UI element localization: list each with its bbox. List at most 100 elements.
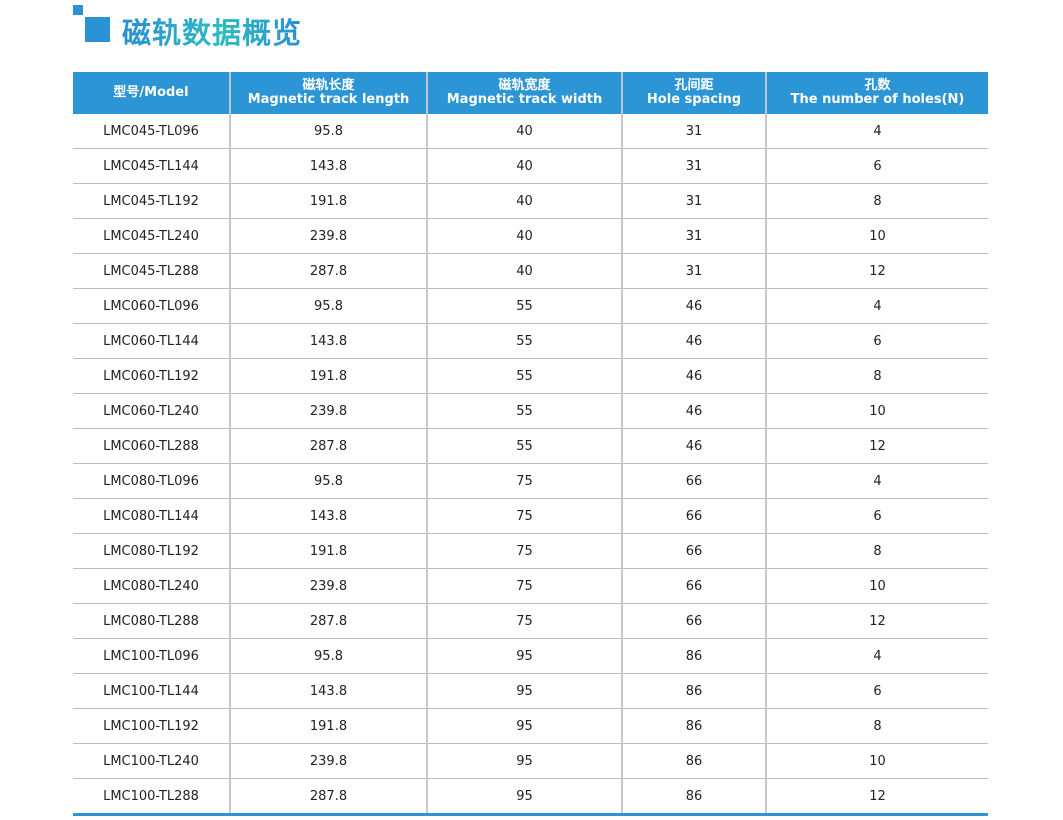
table-cell: 95 <box>426 708 622 744</box>
table-cell: 31 <box>621 183 766 219</box>
table-cell: 55 <box>426 288 622 324</box>
column-header: 磁轨宽度 Magnetic track width <box>426 72 622 114</box>
table-cell: 191.8 <box>229 358 427 394</box>
table-cell: 239.8 <box>229 743 427 779</box>
header-en: Magnetic track length <box>247 92 410 107</box>
table-cell: 46 <box>621 323 766 359</box>
table-cell: 46 <box>621 288 766 324</box>
table-cell: 143.8 <box>229 498 427 534</box>
table-cell: 95.8 <box>229 288 427 324</box>
table-cell: 86 <box>621 708 766 744</box>
table-cell: 55 <box>426 428 622 464</box>
table-row: LMC080-TL144 143.8 75 66 6 <box>73 498 988 534</box>
table-cell: LMC060-TL288 <box>73 428 230 464</box>
table-cell: LMC100-TL192 <box>73 708 230 744</box>
table-cell: 8 <box>765 183 988 219</box>
table-cell: 66 <box>621 533 766 569</box>
table-row: LMC060-TL144 143.8 55 46 6 <box>73 323 988 359</box>
table-row: LMC080-TL240 239.8 75 66 10 <box>73 568 988 604</box>
table-cell: 46 <box>621 393 766 429</box>
table-cell: 46 <box>621 428 766 464</box>
table-cell: 12 <box>765 253 988 289</box>
table-cell: 95 <box>426 673 622 709</box>
table-cell: 4 <box>765 288 988 324</box>
table-cell: LMC100-TL288 <box>73 778 230 816</box>
table-cell: 75 <box>426 463 622 499</box>
table-cell: LMC060-TL240 <box>73 393 230 429</box>
table-cell: LMC060-TL096 <box>73 288 230 324</box>
table-cell: 75 <box>426 533 622 569</box>
page-title: 磁轨数据概览 <box>122 10 302 52</box>
table-cell: LMC100-TL144 <box>73 673 230 709</box>
table-cell: 6 <box>765 148 988 184</box>
table-cell: 287.8 <box>229 778 427 816</box>
column-header: 孔间距 Hole spacing <box>621 72 766 114</box>
table-cell: 46 <box>621 358 766 394</box>
table-cell: 66 <box>621 498 766 534</box>
table-row: LMC060-TL240 239.8 55 46 10 <box>73 393 988 429</box>
table-cell: LMC080-TL144 <box>73 498 230 534</box>
table-cell: 287.8 <box>229 253 427 289</box>
table-cell: LMC060-TL144 <box>73 323 230 359</box>
table-cell: 143.8 <box>229 148 427 184</box>
table-cell: 86 <box>621 673 766 709</box>
table-cell: 10 <box>765 743 988 779</box>
table-cell: 8 <box>765 708 988 744</box>
table-cell: 95 <box>426 743 622 779</box>
magnetic-track-table: 型号/Model 磁轨长度 Magnetic track length 磁轨宽度 Mag… <box>73 72 988 816</box>
table-cell: LMC100-TL240 <box>73 743 230 779</box>
table-cell: 6 <box>765 323 988 359</box>
table-cell: 239.8 <box>229 218 427 254</box>
table-cell: 95.8 <box>229 638 427 674</box>
table-cell: 40 <box>426 218 622 254</box>
title-decoration-small-square <box>73 5 83 15</box>
table-cell: 191.8 <box>229 533 427 569</box>
header-cn: 孔间距 <box>674 78 714 93</box>
table-cell: 66 <box>621 463 766 499</box>
table-row: LMC100-TL096 95.8 95 86 4 <box>73 638 988 674</box>
table-cell: 10 <box>765 218 988 254</box>
header-en: 型号/Model <box>113 85 189 100</box>
table-cell: 55 <box>426 358 622 394</box>
table-row: LMC080-TL288 287.8 75 66 12 <box>73 603 988 639</box>
table-cell: 95.8 <box>229 114 427 149</box>
table-cell: 31 <box>621 218 766 254</box>
table-cell: 40 <box>426 114 622 149</box>
table-cell: 4 <box>765 114 988 149</box>
table-cell: 75 <box>426 603 622 639</box>
table-row: LMC100-TL240 239.8 95 86 10 <box>73 743 988 779</box>
table-row: LMC100-TL144 143.8 95 86 6 <box>73 673 988 709</box>
table-cell: LMC045-TL192 <box>73 183 230 219</box>
table-cell: LMC045-TL240 <box>73 218 230 254</box>
table-header-row: 型号/Model 磁轨长度 Magnetic track length 磁轨宽度 Mag… <box>73 72 988 114</box>
table-row: LMC080-TL192 191.8 75 66 8 <box>73 533 988 569</box>
table-cell: 31 <box>621 253 766 289</box>
table-cell: 66 <box>621 568 766 604</box>
table-cell: 40 <box>426 148 622 184</box>
table-row: LMC060-TL192 191.8 55 46 8 <box>73 358 988 394</box>
table-row: LMC060-TL096 95.8 55 46 4 <box>73 288 988 324</box>
table-row: LMC045-TL096 95.8 40 31 4 <box>73 114 988 149</box>
table-cell: 143.8 <box>229 673 427 709</box>
table-cell: 31 <box>621 114 766 149</box>
column-header: 磁轨长度 Magnetic track length <box>229 72 427 114</box>
header-en: Magnetic track width <box>446 92 603 107</box>
table-cell: 287.8 <box>229 603 427 639</box>
table-cell: 6 <box>765 498 988 534</box>
header-cn: 孔数 <box>864 78 891 93</box>
table-cell: 95 <box>426 778 622 816</box>
table-row: LMC080-TL096 95.8 75 66 4 <box>73 463 988 499</box>
table-cell: 6 <box>765 673 988 709</box>
table-cell: 31 <box>621 148 766 184</box>
table-cell: 8 <box>765 533 988 569</box>
table-row: LMC045-TL240 239.8 40 31 10 <box>73 218 988 254</box>
table-cell: 86 <box>621 743 766 779</box>
table-cell: 55 <box>426 393 622 429</box>
table-cell: 12 <box>765 603 988 639</box>
table-cell: LMC080-TL240 <box>73 568 230 604</box>
table-cell: 95 <box>426 638 622 674</box>
table-cell: 66 <box>621 603 766 639</box>
table-row: LMC045-TL192 191.8 40 31 8 <box>73 183 988 219</box>
table-cell: 40 <box>426 183 622 219</box>
table-cell: 4 <box>765 463 988 499</box>
